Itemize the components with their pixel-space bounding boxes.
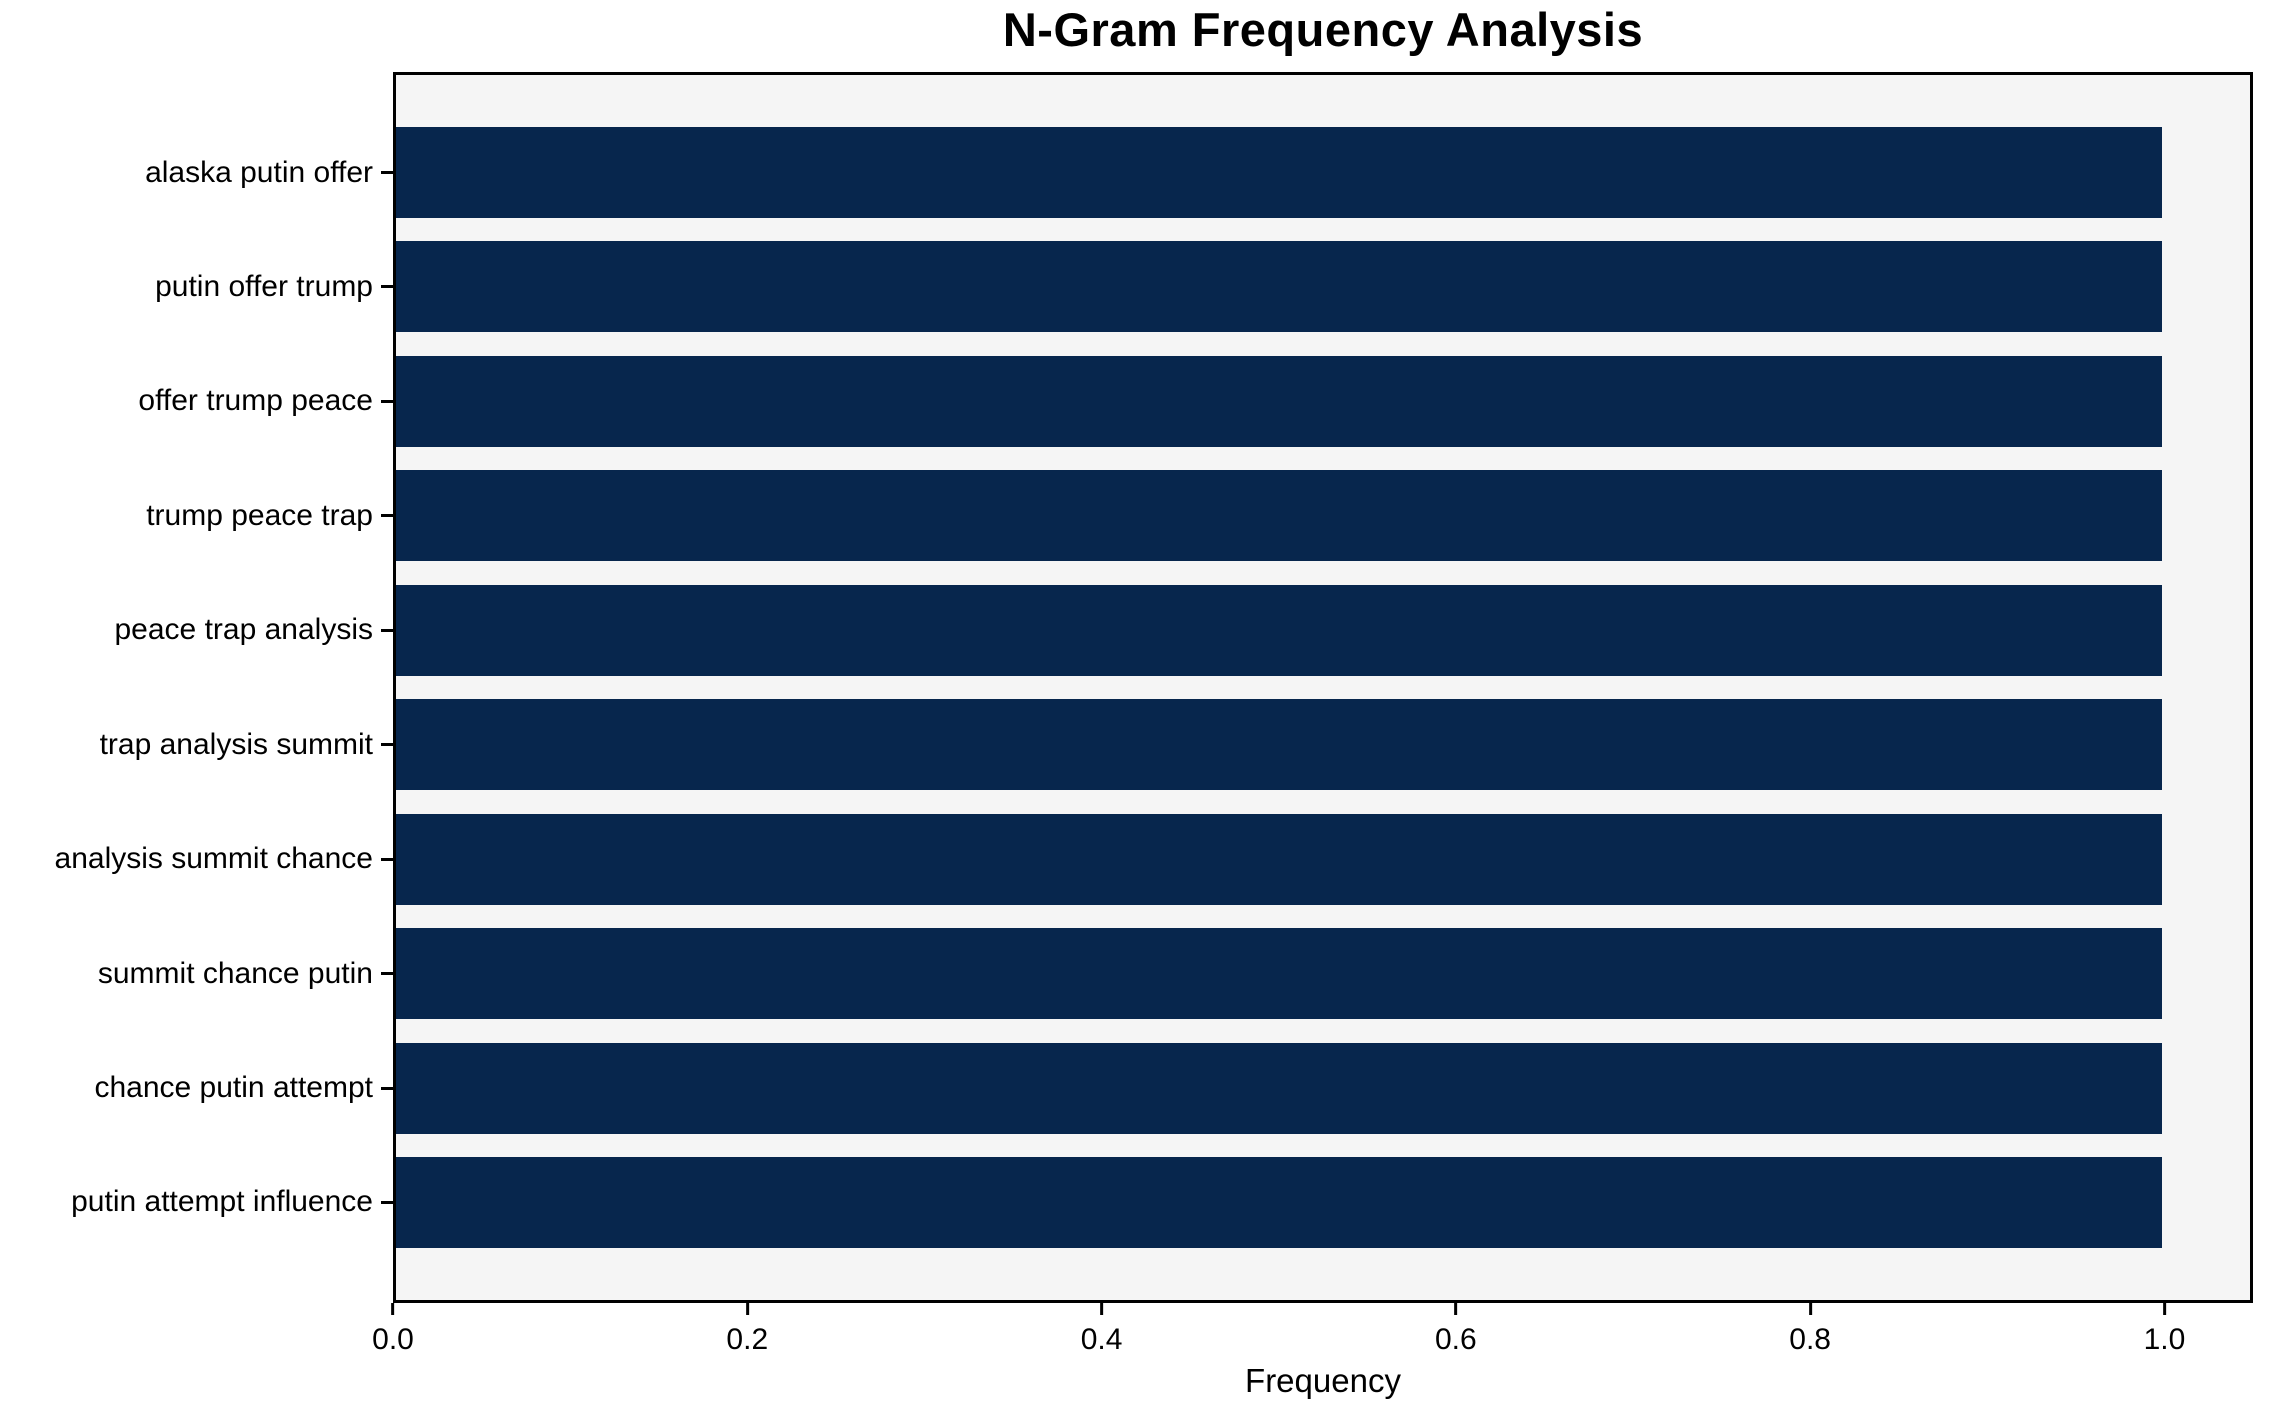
bar [396, 584, 2162, 676]
x-tick-mark [1454, 1303, 1458, 1315]
y-tick-label: analysis summit chance [54, 842, 373, 876]
x-tick-label: 0.6 [1434, 1323, 1477, 1356]
y-tick-row: peace trap analysis [0, 585, 393, 676]
bar [396, 928, 2162, 1020]
x-tick-mark [391, 1303, 395, 1315]
y-tick-label: trump peace trap [146, 498, 373, 532]
plot-area [393, 72, 2253, 1303]
y-tick-mark [381, 171, 393, 174]
y-tick-label: peace trap analysis [114, 613, 374, 647]
y-axis-labels: alaska putin offer putin offer trump offer… [0, 72, 393, 1303]
chart-title: N-Gram Frequency Analysis [1002, 3, 1644, 56]
x-tick: 0.8 [1789, 1303, 1831, 1357]
y-tick-mark [381, 743, 393, 747]
y-tick-mark [381, 628, 393, 632]
y-tick-mark [381, 1200, 393, 1204]
y-tick-row: chance putin attempt [0, 1043, 393, 1134]
y-tick-mark [381, 857, 393, 861]
x-tick-label: 0.4 [1080, 1323, 1123, 1356]
x-tick: 1.0 [2143, 1303, 2186, 1357]
y-tick-label: trap analysis summit [99, 727, 373, 761]
y-tick-mark [381, 514, 393, 518]
bar [396, 470, 2162, 562]
x-axis-ticks: 0.0 0.2 0.4 0.6 0.8 1.0 [372, 1303, 2253, 1363]
y-tick-row: trap analysis summit [0, 699, 393, 790]
bar-row [396, 699, 2250, 791]
x-tick: 0.0 [372, 1303, 414, 1357]
bar-row [396, 241, 2250, 333]
x-tick-label: 0.2 [726, 1323, 769, 1356]
y-tick-mark [381, 285, 393, 289]
y-tick-label: summit chance putin [97, 956, 373, 990]
bar [396, 813, 2162, 905]
x-tick: 0.2 [726, 1303, 768, 1357]
y-tick-mark [381, 1086, 393, 1090]
y-tick-row: offer trump peace [0, 356, 393, 447]
y-tick-label: alaska putin offer [145, 155, 373, 189]
bar-row [396, 928, 2250, 1020]
bar [396, 241, 2162, 333]
x-tick: 0.4 [1080, 1303, 1123, 1357]
x-tick-mark [1808, 1303, 1812, 1315]
x-tick-label: 1.0 [2143, 1323, 2186, 1356]
x-tick-label: 0.8 [1789, 1323, 1831, 1356]
bar [396, 699, 2162, 791]
x-tick-mark [1100, 1303, 1104, 1315]
y-tick-row: trump peace trap [0, 470, 393, 561]
y-tick-mark [381, 972, 393, 976]
bar-row [396, 1042, 2250, 1134]
bars-layer [396, 75, 2250, 1300]
y-tick-row: alaska putin offer [0, 127, 393, 218]
bar-row [396, 355, 2250, 447]
bar [396, 1156, 2162, 1248]
y-tick-label: putin offer trump [155, 269, 373, 303]
bar [396, 1042, 2162, 1134]
x-tick: 0.6 [1435, 1303, 1477, 1357]
bar [396, 127, 2162, 218]
y-tick-row: putin offer trump [0, 241, 393, 332]
bar-row [396, 813, 2250, 905]
x-axis-label: Frequency [1245, 1362, 1401, 1399]
y-tick-label: chance putin attempt [94, 1071, 373, 1104]
x-tick-label: 0.0 [372, 1323, 414, 1356]
bar-row [396, 1156, 2250, 1248]
y-tick-mark [381, 399, 393, 403]
bar-row [396, 584, 2250, 676]
y-tick-label: offer trump peace [138, 384, 373, 418]
y-tick-row: putin attempt influence [0, 1157, 393, 1248]
y-tick-label: putin attempt influence [71, 1185, 373, 1219]
bar-row [396, 470, 2250, 562]
bar-row [396, 127, 2250, 218]
y-tick-row: analysis summit chance [0, 814, 393, 905]
bar [396, 355, 2162, 447]
x-tick-mark [745, 1303, 749, 1315]
x-tick-mark [2162, 1303, 2166, 1315]
y-tick-row: summit chance putin [0, 928, 393, 1019]
